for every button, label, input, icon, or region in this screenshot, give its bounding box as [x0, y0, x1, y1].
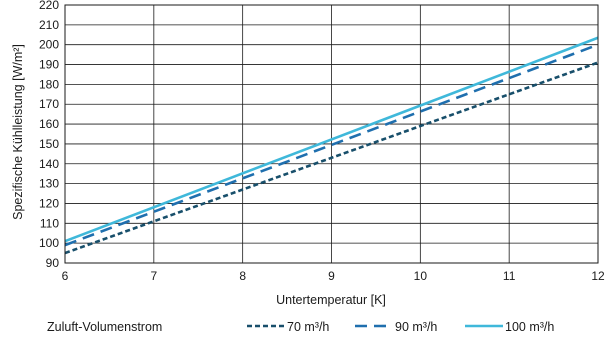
x-tick-label: 9	[328, 269, 335, 283]
y-tick-label: 90	[46, 256, 60, 270]
legend-title: Zuluft-Volumenstrom	[47, 320, 162, 334]
legend-label-1: 70 m³/h	[287, 320, 329, 334]
y-tick-label: 160	[39, 117, 59, 131]
y-tick-label: 210	[39, 18, 59, 32]
legend: Zuluft-Volumenstrom 70 m³/h 90 m³/h 100 m³…	[47, 320, 554, 334]
x-tick-label: 11	[503, 269, 516, 283]
y-tick-label: 190	[39, 58, 59, 72]
x-tick-label: 7	[150, 269, 157, 283]
series-line-3	[64, 36, 599, 243]
x-tick-label: 12	[591, 269, 605, 283]
series-line-1	[64, 61, 599, 255]
series-lines	[64, 36, 599, 255]
x-tick-label: 10	[414, 269, 428, 283]
y-tick-label: 150	[39, 137, 59, 151]
x-tick-label: 6	[62, 269, 69, 283]
legend-label-2: 90 m³/h	[395, 320, 437, 334]
y-axis-ticks: 90 100 110 120 130 140 150 160 170 180 190 200 210 22…	[39, 0, 59, 270]
y-tick-label: 140	[39, 157, 59, 171]
x-axis-ticks: 6 7 8 9 10 11 12	[62, 269, 605, 283]
x-axis-label: Untertemperatur [K]	[276, 293, 386, 307]
y-axis-label: Spezifische Kühlleistung [W/m²]	[11, 44, 25, 220]
y-tick-label: 130	[39, 177, 59, 191]
y-tick-label: 110	[40, 216, 59, 230]
y-tick-label: 170	[39, 97, 59, 111]
y-tick-label: 100	[39, 236, 59, 250]
x-tick-label: 8	[239, 269, 246, 283]
y-tick-label: 200	[39, 38, 59, 52]
plot-frame	[64, 4, 599, 264]
y-tick-label: 180	[39, 77, 59, 91]
y-tick-label: 220	[39, 0, 59, 12]
legend-label-3: 100 m³/h	[505, 320, 554, 334]
y-tick-label: 120	[39, 196, 59, 210]
